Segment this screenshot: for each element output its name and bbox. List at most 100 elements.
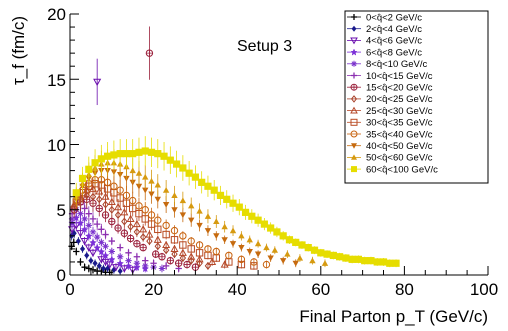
point-s7-p4 (96, 195, 103, 204)
point-s13-p49 (379, 258, 388, 266)
legend-marker-9 (350, 118, 358, 126)
legend-item-2: 4<q̂<6 GeV/c (347, 36, 422, 47)
point-s13-p3 (91, 159, 99, 167)
point-s12-p10 (135, 170, 143, 176)
point-s1-p8 (100, 265, 106, 272)
x-axis-title: Final Parton p_T (GeV/c) (299, 307, 488, 326)
point-s7-p9 (127, 222, 134, 231)
point-s13-p26 (235, 203, 243, 211)
point-s10-p8 (122, 191, 131, 200)
point-s12-p9 (129, 167, 136, 174)
legend-item-11: 40<q̂<50 GeV/c (347, 141, 433, 152)
legend-label-12: 50<q̂<60 GeV/c (366, 153, 433, 164)
legend-label-8: 25<q̂<30 GeV/c (366, 106, 433, 117)
axis-ticks (69, 13, 489, 276)
point-s9-p17 (187, 245, 195, 253)
point-s12-p19 (204, 213, 212, 219)
point-s13-p21 (204, 182, 212, 190)
point-s10-p16 (179, 232, 187, 240)
legend-item-7: 20<q̂<25 GeV/c (347, 94, 433, 105)
point-s11-p25 (254, 251, 262, 258)
point-s6-p16 (174, 259, 183, 267)
point-s6-p6 (108, 217, 116, 226)
point-s8-p8 (120, 208, 129, 216)
point-s12-p22 (229, 227, 237, 234)
point-s11-p24 (246, 248, 253, 255)
point-s11-p18 (196, 222, 203, 229)
point-s1-p11 (117, 267, 123, 275)
y-tick-label-20: 20 (47, 5, 66, 24)
point-s5-p3 (81, 205, 88, 212)
legend-label-3: 6<q̂<8 GeV/c (366, 47, 422, 58)
point-s11-p13 (154, 196, 161, 203)
point-s3-p9 (108, 255, 116, 264)
point-s1-p2 (75, 237, 81, 245)
point-s12-p17 (188, 202, 195, 209)
point-s13-p13 (154, 150, 162, 158)
legend-label-13: 60<q̂<100 GeV/c (366, 164, 438, 175)
legend-item-0: 0<q̂<2 GeV/c (347, 12, 422, 23)
point-s4-p12 (133, 260, 141, 267)
point-s4-p6 (93, 233, 101, 241)
point-s13-p29 (254, 216, 262, 224)
point-s13-p14 (160, 152, 168, 160)
point-s12-p15 (171, 192, 178, 198)
point-s12-p23 (238, 232, 245, 239)
point-s13-p16 (172, 160, 181, 168)
point-s6-p14 (158, 253, 166, 261)
point-s7-p6 (108, 205, 116, 214)
series-1 (69, 228, 123, 275)
point-s13-p23 (216, 191, 225, 199)
point-s13-p50 (386, 259, 394, 267)
point-s6-p17 (183, 260, 191, 269)
x-tick-label-0: 0 (65, 280, 74, 299)
point-s7-p10 (133, 227, 141, 236)
point-s11-p12 (148, 191, 155, 198)
point-s5-p9 (108, 237, 115, 245)
point-s8-p20 (220, 260, 229, 268)
point-s10-p7 (116, 186, 124, 194)
point-s5-p11 (125, 249, 132, 257)
point-s5-p10 (116, 244, 124, 251)
point-s11-p17 (188, 217, 195, 224)
point-s11-p27 (279, 258, 287, 264)
point-s6-p10 (133, 239, 141, 248)
point-s8-p15 (170, 244, 179, 252)
point-s10-p18 (195, 241, 204, 249)
point-s8-p10 (132, 219, 141, 228)
x-tick-label-20: 20 (144, 280, 163, 299)
y-tick-label-10: 10 (47, 136, 66, 155)
point-s8-p12 (145, 230, 154, 238)
series-4 (68, 201, 166, 273)
point-s8-p18 (195, 255, 204, 263)
point-s12-p14 (162, 186, 170, 193)
point-s6-p15 (166, 256, 175, 265)
point-s4-p7 (98, 239, 105, 246)
point-s7-p11 (139, 233, 147, 242)
x-tick-labels: 0 20 40 60 80 100 (65, 280, 498, 299)
data-marks (68, 26, 400, 276)
point-s3-p8 (101, 251, 110, 260)
point-s13-p43 (342, 254, 350, 262)
point-s12-p16 (179, 197, 187, 204)
legend-marker-7 (350, 95, 358, 103)
point-s9-p18 (195, 249, 204, 257)
legend-label-1: 2<q̂<4 GeV/c (366, 24, 422, 35)
point-s4-p11 (125, 257, 132, 264)
point-s11-p10 (135, 183, 143, 190)
legend-marker-4 (351, 60, 357, 67)
point-s0-p1 (70, 239, 77, 246)
point-s12-p29 (296, 254, 304, 261)
legend-label-11: 40<q̂<50 GeV/c (366, 141, 433, 152)
y-tick-labels: 0 5 10 15 20 (47, 5, 66, 285)
point-s11-p22 (229, 241, 237, 247)
point-s10-p15 (170, 226, 179, 235)
point-s13-p40 (323, 250, 331, 258)
point-s13-p41 (329, 251, 337, 260)
point-s11-p11 (142, 187, 149, 194)
point-s2-p11 (120, 265, 129, 273)
point-s8-p14 (162, 240, 171, 249)
legend-marker-8 (350, 106, 358, 114)
legend-marker-3 (350, 48, 358, 56)
point-s10-p11 (141, 206, 149, 214)
